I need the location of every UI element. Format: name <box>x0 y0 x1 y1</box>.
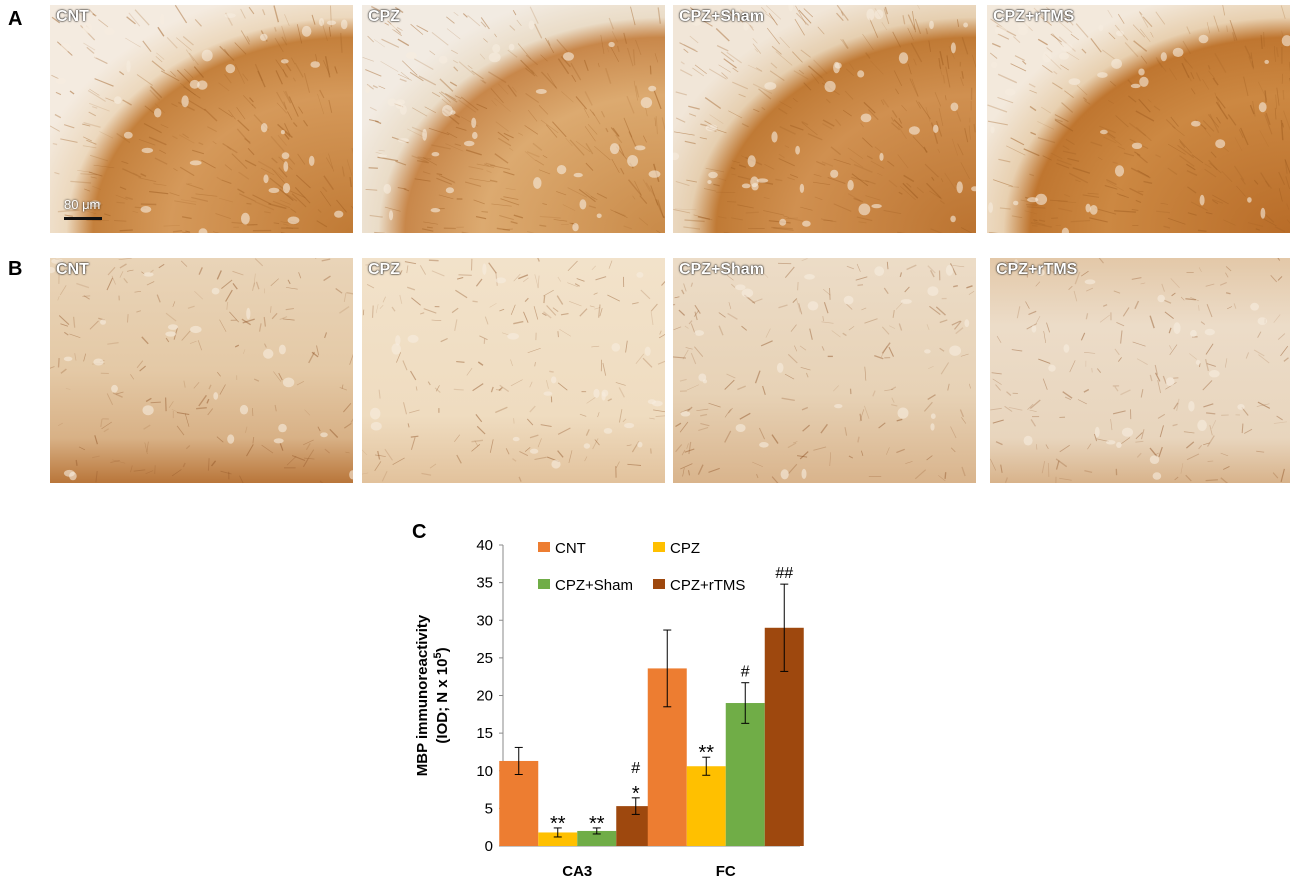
legend-swatch <box>538 579 550 589</box>
micrograph-b-cpz-image <box>362 258 665 483</box>
micrograph-a-cpz-rtms-image <box>987 5 1290 233</box>
micrograph-label: CPZ+Sham <box>679 261 764 278</box>
micrograph-a-cpz-image <box>362 5 665 233</box>
fiber-texture <box>50 5 353 233</box>
bar-fc-cpz <box>686 766 726 846</box>
fiber-texture <box>362 5 665 233</box>
legend-item: CNT <box>538 540 586 557</box>
micrograph-a-cpz-rtms: CPZ+rTMS <box>987 5 1290 233</box>
micrograph-a-cpz-sham-image <box>673 5 976 233</box>
error-bar <box>741 682 750 724</box>
significance-mark: ** <box>550 813 566 835</box>
legend-item: CPZ+rTMS <box>653 577 745 594</box>
legend-swatch <box>538 542 550 552</box>
error-bar <box>592 827 601 835</box>
x-category-label: CA3 <box>562 863 592 880</box>
y-tick-label: 25 <box>476 650 493 667</box>
error-bar <box>663 629 672 708</box>
fiber-texture <box>673 5 976 233</box>
significance-mark: ** <box>589 813 605 835</box>
micrograph-b-cpz-rtms-image <box>990 258 1290 483</box>
error-bar <box>631 797 640 815</box>
chart-bars: ** **#***### <box>499 565 804 846</box>
significance-mark: ** <box>698 742 714 764</box>
micrograph-label: CNT <box>56 261 89 278</box>
legend-label: CPZ+rTMS <box>670 577 745 594</box>
y-tick-label: 10 <box>476 763 493 780</box>
legend-swatch <box>653 542 665 552</box>
fiber-texture <box>987 5 1290 233</box>
y-tick-label: 20 <box>476 688 493 705</box>
error-bar <box>780 583 789 672</box>
panel-letter-c: C <box>412 521 427 543</box>
micrograph-label: CPZ+rTMS <box>993 8 1075 25</box>
y-tick-label: 40 <box>476 537 493 554</box>
bar-fc-cpz-sham <box>725 703 765 846</box>
bar-ca3-cpz <box>538 832 578 846</box>
micrograph-label: CPZ <box>368 8 400 25</box>
error-bar <box>553 827 562 838</box>
micrograph-a-cpz: CPZ <box>362 5 665 233</box>
y-tick-label: 30 <box>476 612 493 629</box>
error-bar <box>702 756 711 776</box>
bar-ca3-cpz-sham <box>577 830 617 846</box>
micrograph-b-cpz-sham-image <box>673 258 976 483</box>
error-bar <box>514 746 523 776</box>
fiber-texture <box>990 258 1289 483</box>
significance-mark: # <box>741 664 750 681</box>
significance-mark: # <box>631 760 640 777</box>
panel-letter-a: A <box>8 8 23 30</box>
micrograph-b-cpz: CPZ <box>362 258 665 483</box>
fiber-texture <box>673 258 975 483</box>
legend-label: CPZ <box>670 540 700 557</box>
y-tick-label: 35 <box>476 575 493 592</box>
micrograph-b-cpz-sham: CPZ+Sham <box>673 258 976 483</box>
fiber-texture <box>362 258 665 482</box>
panel-letter-b: B <box>8 258 23 280</box>
y-axis-label: MBP immunoreactivity <box>414 614 431 776</box>
significance-mark: ## <box>775 565 793 582</box>
micrograph-b-cnt-image <box>50 258 353 483</box>
fiber-texture <box>50 258 353 483</box>
micrograph-a-cnt-image <box>50 5 353 233</box>
micrograph-a-cpz-sham: CPZ+Sham <box>673 5 976 233</box>
scale-bar <box>64 217 102 220</box>
legend-label: CNT <box>555 540 586 557</box>
legend-swatch <box>653 579 665 589</box>
bar-ca3-cnt <box>499 760 539 846</box>
y-tick-label: 15 <box>476 725 493 742</box>
chart-legend: CNT CPZ CPZ+Sham CPZ+rTMS <box>538 540 745 594</box>
micrograph-b-cnt: CNT <box>50 258 353 483</box>
micrograph-a-cnt: CNT 80 μm <box>50 5 353 233</box>
micrograph-b-cpz-rtms: CPZ+rTMS <box>990 258 1290 483</box>
legend-label: CPZ+Sham <box>555 577 633 594</box>
micrograph-label: CNT <box>56 8 89 25</box>
y-tick-label: 5 <box>485 800 493 817</box>
x-category-label: FC <box>716 863 736 880</box>
significance-mark: * <box>632 783 640 805</box>
legend-item: CPZ+Sham <box>538 577 633 594</box>
micrograph-label: CPZ <box>368 261 400 278</box>
y-tick-label: 0 <box>485 838 493 855</box>
micrograph-label: CPZ+Sham <box>679 8 764 25</box>
micrograph-label: CPZ+rTMS <box>996 261 1078 278</box>
scale-bar-label: 80 μm <box>64 197 101 212</box>
legend-item: CPZ <box>653 540 700 557</box>
y-axis-label-unit: (IOD; N x 105) <box>432 647 451 743</box>
